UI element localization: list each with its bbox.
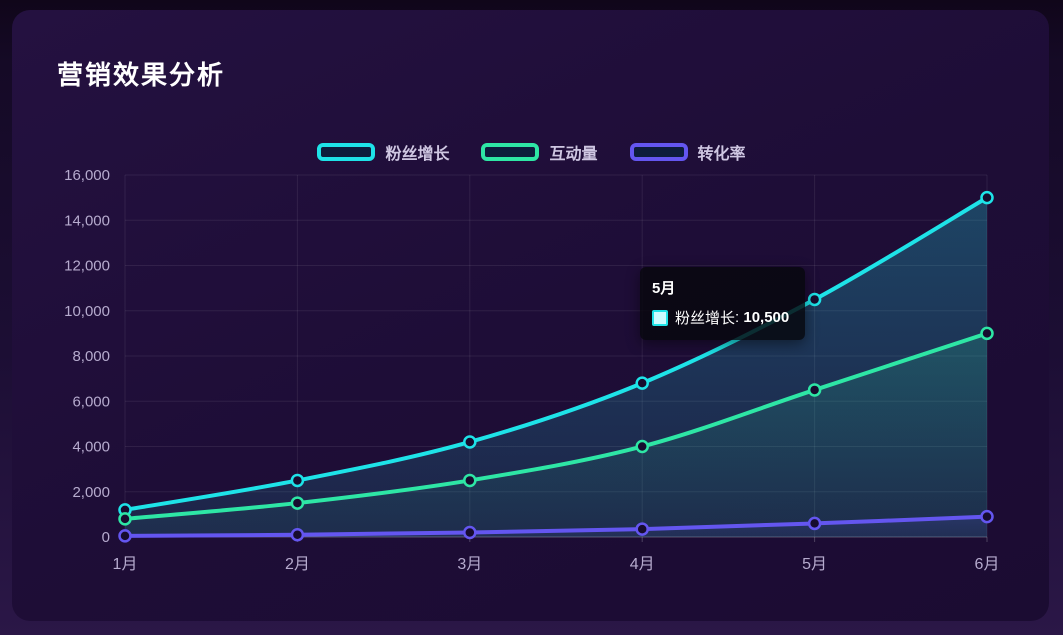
- legend-item-fans-growth[interactable]: 粉丝增长: [317, 140, 449, 164]
- y-axis-label: 12,000: [64, 258, 110, 275]
- data-point-s1-1[interactable]: [290, 496, 305, 510]
- x-axis-label: 4月: [630, 556, 655, 573]
- tooltip-series-marker-icon: [652, 309, 668, 326]
- legend-label: 转化率: [697, 146, 746, 163]
- legend-label: 互动量: [549, 146, 598, 163]
- x-axis-label: 6月: [975, 556, 1000, 573]
- x-axis-label: 3月: [457, 556, 482, 573]
- legend-item-conversion-rate[interactable]: 转化率: [629, 140, 746, 164]
- chart-tooltip: 5月 粉丝增长: 10,500: [640, 267, 806, 340]
- data-point-s2-1[interactable]: [290, 527, 305, 542]
- data-point-s1-3[interactable]: [635, 439, 649, 454]
- y-axis-label: 4,000: [72, 439, 110, 456]
- data-point-s0-1[interactable]: [290, 473, 305, 488]
- series-line-2[interactable]: [123, 514, 989, 538]
- legend-marker-fans-growth-icon: [317, 143, 376, 161]
- tooltip-separator: :: [735, 309, 744, 326]
- data-point-s2-2[interactable]: [463, 525, 477, 540]
- y-axis-label: 6,000: [72, 393, 110, 410]
- series-area-1: [125, 333, 987, 537]
- data-point-s2-0[interactable]: [118, 529, 132, 543]
- data-point-s1-4[interactable]: [807, 383, 822, 397]
- data-point-s0-5[interactable]: [980, 190, 994, 205]
- tooltip-series-name: 粉丝增长: [675, 310, 736, 327]
- data-point-s0-4[interactable]: [807, 292, 822, 307]
- data-point-s2-5[interactable]: [980, 509, 994, 524]
- x-axis-label: 1月: [113, 556, 138, 573]
- data-point-s0-2[interactable]: [463, 435, 477, 449]
- tooltip-value: 10,500: [743, 309, 790, 326]
- y-axis-label: 16,000: [64, 167, 110, 184]
- x-axis-label: 2月: [285, 556, 310, 573]
- tooltip-row: 粉丝增长: 10,500: [652, 307, 789, 328]
- series-line-1[interactable]: [123, 331, 989, 521]
- y-axis-label: 8,000: [72, 348, 110, 365]
- y-axis-label: 10,000: [64, 303, 110, 320]
- tooltip-title: 5月: [652, 280, 676, 297]
- legend-marker-interactions-icon: [481, 143, 540, 161]
- data-point-s1-5[interactable]: [980, 326, 994, 341]
- legend-marker-conversion-rate-icon: [629, 143, 688, 161]
- y-axis-label: 0: [102, 529, 110, 546]
- y-axis-label: 2,000: [72, 484, 110, 501]
- legend-label: 粉丝增长: [385, 146, 450, 163]
- data-point-s2-4[interactable]: [807, 516, 822, 531]
- data-point-s1-0[interactable]: [118, 512, 132, 526]
- page-title: 营销效果分析: [57, 60, 226, 90]
- y-axis-label: 14,000: [64, 212, 110, 229]
- series-area-2: [125, 516, 987, 537]
- chart-legend: 粉丝增长 互动量 转化率: [0, 140, 1063, 164]
- legend-item-interactions[interactable]: 互动量: [481, 140, 598, 164]
- series-line-0[interactable]: [123, 195, 989, 512]
- data-point-s0-3[interactable]: [635, 376, 649, 390]
- data-point-s1-2[interactable]: [463, 473, 477, 488]
- x-axis-label: 5月: [802, 556, 827, 573]
- data-point-s2-3[interactable]: [635, 522, 649, 536]
- axis-labels: 0 2,000 4,000 6,000 8,000 10,000 12,000 14,000 1…: [64, 167, 999, 573]
